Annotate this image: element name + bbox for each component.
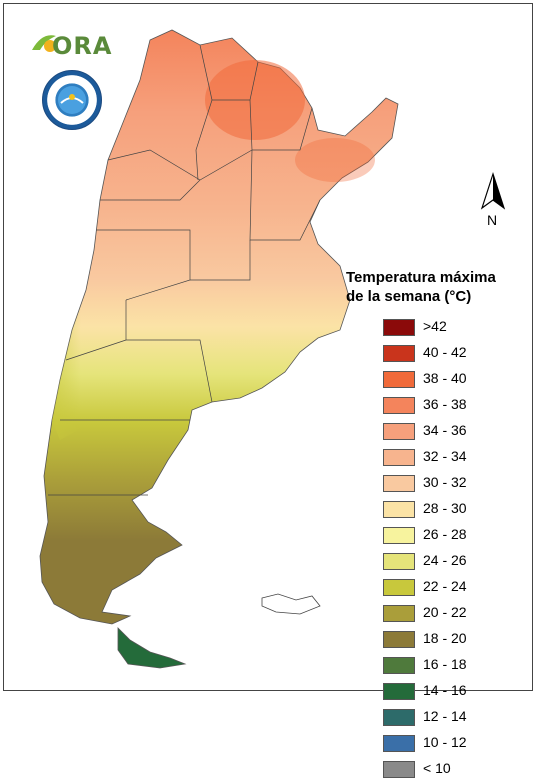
- legend-swatch: [383, 657, 415, 674]
- legend-label: 40 - 42: [423, 344, 467, 360]
- legend-swatch: [383, 605, 415, 622]
- legend-label: 10 - 12: [423, 734, 467, 750]
- north-arrow-icon: [480, 172, 506, 210]
- legend-label: 20 - 22: [423, 604, 467, 620]
- legend-label: 36 - 38: [423, 396, 467, 412]
- legend-label: 24 - 26: [423, 552, 467, 568]
- temperature-map: [39, 29, 399, 669]
- legend-swatch: [383, 319, 415, 336]
- legend-label: 38 - 40: [423, 370, 467, 386]
- legend-swatch: [383, 371, 415, 388]
- legend-swatch: [383, 709, 415, 726]
- legend-swatch: [383, 761, 415, 778]
- legend-label: 30 - 32: [423, 474, 467, 490]
- legend-swatch: [383, 735, 415, 752]
- legend-label: 12 - 14: [423, 708, 467, 724]
- legend-swatch: [383, 397, 415, 414]
- legend-label: 14 - 16: [423, 682, 467, 698]
- ora-logo: ORA: [28, 28, 118, 62]
- legend-swatch: [383, 423, 415, 440]
- legend-label: 34 - 36: [423, 422, 467, 438]
- legend-swatch: [383, 449, 415, 466]
- tierra-del-fuego: [117, 627, 187, 669]
- leaf-icon: [32, 35, 56, 52]
- legend-label: 32 - 34: [423, 448, 467, 464]
- legend-swatch: [383, 683, 415, 700]
- legend-title-line1: Temperatura máxima: [346, 269, 496, 286]
- north-arrow: N: [478, 172, 508, 232]
- north-label: N: [487, 212, 498, 228]
- legend-label: 28 - 30: [423, 500, 467, 516]
- legend: Temperatura máxima de la semana (°C) >42…: [346, 268, 526, 778]
- seal-icon: [58, 86, 86, 114]
- legend-label: 22 - 24: [423, 578, 467, 594]
- legend-label: 16 - 18: [423, 656, 467, 672]
- legend-swatch: [383, 475, 415, 492]
- legend-swatch: [383, 553, 415, 570]
- legend-swatch: [383, 345, 415, 362]
- legend-swatch: [383, 631, 415, 648]
- legend-swatch: [383, 501, 415, 518]
- ora-logo-text: ORA: [52, 32, 113, 60]
- smn-seal-logo: [42, 70, 102, 130]
- legend-swatch: [383, 527, 415, 544]
- legend-swatch: [383, 579, 415, 596]
- legend-label: < 10: [423, 760, 451, 776]
- legend-label: 18 - 20: [423, 630, 467, 646]
- legend-title-line2: de la semana (°C): [346, 288, 472, 305]
- legend-label: 26 - 28: [423, 526, 467, 542]
- islands: [261, 593, 321, 615]
- province-borders: [48, 44, 321, 496]
- legend-label: >42: [423, 318, 447, 334]
